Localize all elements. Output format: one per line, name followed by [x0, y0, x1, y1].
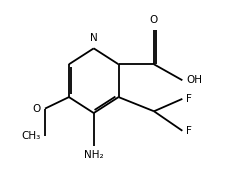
Text: CH₃: CH₃	[22, 131, 41, 141]
Text: O: O	[33, 104, 41, 114]
Text: N: N	[90, 33, 97, 43]
Text: OH: OH	[185, 75, 201, 85]
Text: F: F	[185, 94, 191, 104]
Text: O: O	[149, 15, 157, 25]
Text: F: F	[185, 126, 191, 136]
Text: NH₂: NH₂	[84, 150, 103, 160]
